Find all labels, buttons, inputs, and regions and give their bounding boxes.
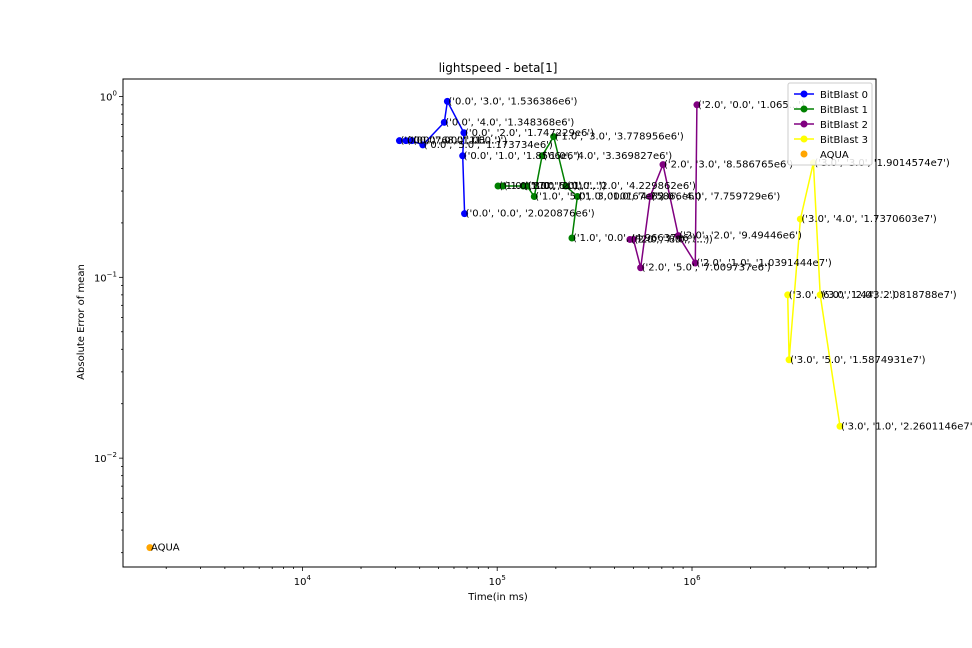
data-point [146, 544, 154, 552]
legend-entry: BitBlast 2 [820, 120, 868, 131]
data-label: ('3.0', '1.0', '2.2601146e7') [841, 421, 972, 432]
data-point [443, 97, 451, 105]
data-point [550, 133, 558, 141]
data-point [836, 422, 844, 430]
data-label: ('3.0', '3.0', '1.9014574e7') [814, 158, 950, 169]
series-line [498, 134, 579, 239]
data-point [530, 192, 538, 200]
data-label: ('1.0', '5.0', '3.000167e6') [535, 191, 664, 202]
legend-entry: AQUA [820, 150, 849, 161]
plot-frame [122, 78, 877, 568]
legend-marker [800, 120, 808, 128]
data-point [637, 264, 645, 272]
data-label: ('2.0', '3.0', '8.586765e6') [664, 160, 793, 171]
data-label: ('0.0', '8.0', '1.0...') [413, 136, 507, 147]
data-label: ('0.0', '2.0', '1.747229e6') [465, 128, 594, 139]
data-point [460, 129, 468, 137]
data-point [461, 210, 469, 218]
data-point [395, 137, 403, 145]
y-axis-label: Absolute Error of mean [76, 264, 87, 380]
data-point [816, 291, 824, 299]
legend-entry: BitBlast 3 [820, 135, 868, 146]
data-point [691, 259, 699, 267]
data-label: ('2.0', '7.0', '...') [631, 234, 709, 245]
x-tick-label: 106 [683, 574, 701, 588]
data-label: ('1.0', '6.0', '...') [524, 181, 602, 192]
data-label: ('0.0', '5.0', '1.173734e6') [424, 140, 553, 151]
data-label: ('1.0', '2.0', '4.229862e6') [567, 181, 696, 192]
data-point [419, 141, 427, 149]
data-point [693, 101, 701, 109]
legend-marker [800, 105, 808, 113]
data-label: ('0.0', '3.0', '1.536386e6') [448, 96, 577, 107]
data-label: ('2.0', '2.0', '9.49446e6') [679, 231, 802, 242]
data-point [674, 232, 682, 240]
y-tick-label: 100 [100, 90, 117, 104]
data-label: ('1.0', '4.0', '3.369827e6') [543, 151, 672, 162]
data-labels: ('0.0', '7.0', '1.0E...')('0.0', '6.0', … [151, 96, 972, 553]
x-axis-label: Time(in ms) [467, 592, 528, 603]
data-label: ('3.0', '5.0', '1.5874931e7') [790, 355, 926, 366]
data-point [796, 215, 804, 223]
data-label: ('3.0', '6.0', '1.443...') [789, 290, 896, 301]
data-point [538, 152, 546, 160]
series-line [786, 162, 841, 427]
data-label: ('2.0', '1.0', '1.0391444e7') [696, 258, 832, 269]
data-point [784, 291, 792, 299]
y-tick-label: 10−1 [94, 270, 117, 284]
y-tick-label: 10−2 [94, 451, 117, 465]
data-point [646, 192, 654, 200]
data-label: ('1.0', '7.0', '...') [504, 181, 582, 192]
data-label: ('1.0', '1.0', '4.75866e6') [578, 191, 701, 202]
data-label: ('0.0', '0.0', '2.020876e6') [466, 209, 595, 220]
data-point [494, 182, 502, 190]
axis-ticks: 104 105 106 10−2 10−1 100 [94, 90, 869, 588]
legend: BitBlast 0 BitBlast 1 BitBlast 2 BitBlast 3… [787, 82, 873, 166]
legend-entry: BitBlast 0 [820, 90, 868, 101]
legend-marker [800, 90, 808, 98]
data-label: ('2.0', '5.0', '7.009737e6') [642, 263, 771, 274]
data-label: ('0.0', '7.0', '1.0E...') [400, 136, 501, 147]
data-point [499, 182, 507, 190]
data-point [568, 234, 576, 242]
data-label: ('0.0', '6.0', '1.0...') [407, 136, 501, 147]
data-label: ('0.0', '1.0', '1.8566e6') [464, 151, 580, 162]
data-point [459, 152, 467, 160]
data-point [629, 235, 637, 243]
legend-marker [800, 135, 808, 143]
data-point [408, 137, 416, 145]
data-label: ('1.0', '3.0', '3.778956e6') [555, 132, 684, 143]
data-label: ('1.0', '8.0', '...') [499, 181, 577, 192]
data-point [659, 161, 667, 169]
data-label: ('0.0', '4.0', '1.348368e6') [445, 117, 574, 128]
data-point [785, 356, 793, 364]
data-point [573, 192, 581, 200]
data-label: ('2.0', '4.0', '7.759729e6') [651, 191, 780, 202]
data-label: ('2.0', '8.0', '...') [634, 234, 712, 245]
data-point [562, 182, 570, 190]
data-point [402, 137, 410, 145]
data-point [440, 118, 448, 126]
data-label: ('3.0', '2.0', '2.0818788e7') [821, 290, 957, 301]
data-label: ('3.0', '4.0', '1.7370603e7') [801, 214, 937, 225]
legend-box [787, 82, 873, 166]
data-point [523, 182, 531, 190]
legend-entry: BitBlast 1 [820, 105, 868, 116]
data-label: AQUA [151, 543, 180, 554]
data-label: ('1.0', '0.0', '4.96637e6') [573, 233, 696, 244]
data-label: ('1.0', '2.0', '...') [528, 181, 606, 192]
legend-marker [800, 150, 808, 158]
plot-area: 104 105 106 10−2 10−1 100 ('0.0', '7.0', '1.0… [94, 78, 972, 588]
data-label: ('2.0', '0.0', '1.065...') [698, 100, 805, 111]
x-tick-label: 105 [489, 574, 506, 588]
chart-title: lightspeed - beta[1] [439, 61, 558, 75]
x-tick-label: 104 [294, 574, 312, 588]
series-line [629, 104, 698, 268]
